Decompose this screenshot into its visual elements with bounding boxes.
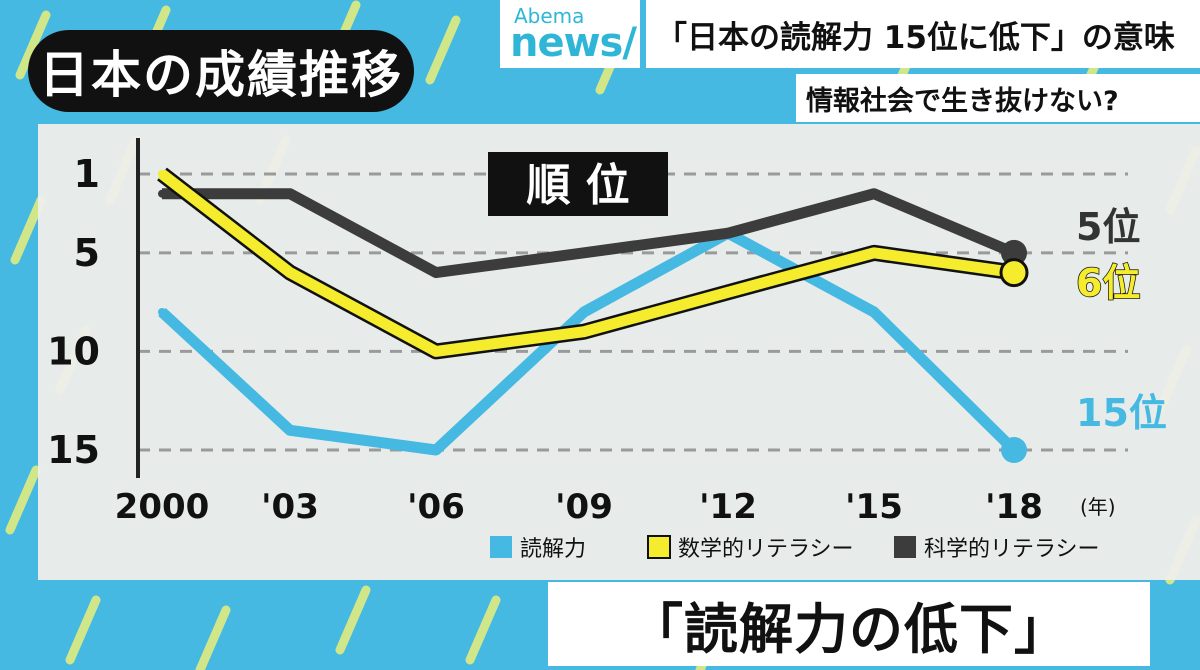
abema-news-logo: Abema news/ [500, 0, 640, 68]
data-point [286, 189, 294, 198]
series-reading [158, 227, 1027, 463]
legend: 読解力 数学的リテラシー 科学的リテラシー [490, 535, 1100, 562]
x-tick-label: 2000 [115, 487, 210, 527]
end-label: 5位 [1076, 205, 1140, 249]
y-tick-label: 1 [74, 152, 100, 196]
data-point [432, 446, 440, 454]
legend-swatch [894, 536, 916, 558]
x-tick-label: '06 [407, 487, 465, 527]
data-point [870, 189, 878, 198]
data-point [286, 268, 294, 277]
headline: 「日本の読解力 15位に低下」の意味 [646, 0, 1200, 68]
legend-label: 科学的リテラシー [924, 537, 1100, 562]
data-point [580, 308, 588, 316]
chart-title: 順 位 [526, 160, 629, 211]
legend-label: 読解力 [520, 537, 586, 562]
x-tick-label: '03 [261, 487, 319, 527]
y-tick-label: 5 [74, 231, 100, 275]
caption: 「読解力の低下」 [548, 582, 1150, 666]
data-point [724, 229, 732, 238]
stripe-decoration [10, 195, 46, 265]
stripe-decoration [195, 605, 231, 670]
chart-title-box [488, 152, 668, 216]
stripe-decoration [465, 595, 501, 665]
x-tick-label: '09 [555, 487, 613, 527]
data-point [580, 327, 588, 336]
stripe-decoration [5, 465, 41, 535]
data-point [432, 347, 440, 356]
x-tick-label: '18 [985, 487, 1043, 527]
end-label: 6位 [1076, 261, 1140, 305]
x-tick-label: '15 [845, 487, 903, 527]
series-science [158, 188, 1027, 279]
logo-small-text: Abema [514, 4, 585, 28]
data-point [158, 308, 166, 316]
x-unit-label: (年) [1080, 495, 1116, 519]
data-point [286, 426, 294, 435]
stripe-decoration [15, 10, 51, 80]
chart-panel: 1 5 10 15 2000'03'06'09'12'15'18 (年) 15位 6位 5位順 … [38, 124, 1200, 580]
data-point [724, 288, 732, 297]
subheadline: 情報社会で生き抜けない? [796, 74, 1200, 122]
data-point [580, 248, 588, 257]
logo-big-text: news/ [510, 20, 637, 66]
end-label: 15位 [1076, 391, 1167, 435]
legend-swatch [647, 535, 671, 559]
y-tick-label: 15 [47, 428, 100, 472]
data-point [999, 258, 1029, 288]
page-title: 日本の成績推移 [28, 30, 414, 112]
data-point [158, 189, 166, 198]
data-point [870, 308, 878, 316]
data-point [870, 248, 878, 257]
y-tick-label: 10 [47, 329, 100, 373]
series-math [157, 167, 1029, 360]
x-tick-label: '12 [699, 487, 757, 527]
legend-swatch [490, 536, 512, 558]
data-point [158, 170, 166, 178]
stripe-decoration [425, 15, 461, 85]
data-point [1001, 437, 1027, 463]
data-point [432, 268, 440, 277]
stripe-decoration [65, 595, 101, 665]
data-point [1001, 239, 1027, 266]
legend-label: 数学的リテラシー [678, 537, 854, 562]
stripe-decoration [335, 585, 371, 655]
